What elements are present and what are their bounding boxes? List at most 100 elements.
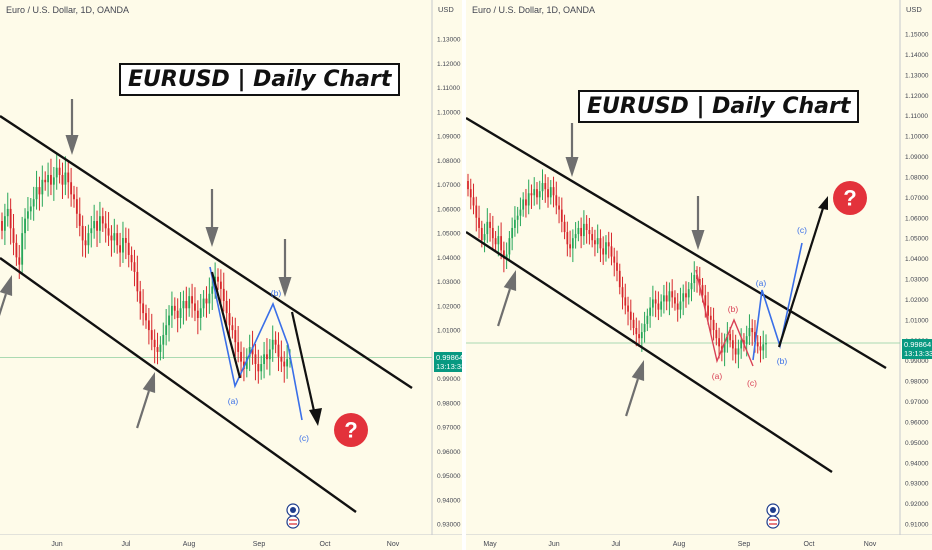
right-candle-body bbox=[632, 319, 635, 328]
right-chart-panel[interactable]: USD 1.15000 1.14000 1.13000 1.12000 1.11000 1.… bbox=[466, 0, 932, 550]
left-candle-body bbox=[113, 233, 116, 241]
right-candle-body bbox=[566, 232, 569, 245]
left-candle-body bbox=[225, 301, 228, 314]
right-candle-body bbox=[745, 336, 748, 345]
right-candle-body bbox=[538, 191, 541, 198]
left-chart-title: EURUSD | Daily Chart bbox=[119, 63, 401, 96]
right-candle-body bbox=[765, 343, 767, 345]
right-marker-arrow-shaft bbox=[625, 378, 639, 417]
left-candle-body bbox=[110, 235, 113, 241]
right-chart-canvas[interactable]: USD 1.15000 1.14000 1.13000 1.12000 1.11000 1.… bbox=[466, 0, 932, 550]
right-candle-body bbox=[547, 189, 549, 198]
left-candle-body bbox=[70, 182, 73, 195]
left-candle-body bbox=[47, 174, 50, 183]
right-candle-body bbox=[715, 330, 718, 339]
right-candle-body bbox=[497, 236, 500, 245]
right-candle-body bbox=[472, 197, 475, 206]
right-marker-arrow-head bbox=[503, 270, 517, 292]
left-candle-body bbox=[237, 342, 240, 352]
right-candle-body bbox=[574, 234, 577, 239]
left-y-tick-label: 1.05000 bbox=[437, 231, 461, 238]
left-impulse-line bbox=[210, 271, 242, 379]
left-x-tick-label: Oct bbox=[320, 541, 331, 548]
right-candle-body bbox=[732, 340, 734, 349]
left-candle-body bbox=[277, 344, 280, 357]
right-candle-body bbox=[522, 199, 525, 210]
right-candle-body bbox=[704, 295, 707, 306]
right-candle-body bbox=[541, 183, 544, 192]
right-current-price-tag: 0.99864 13:13:33 bbox=[902, 339, 932, 359]
right-red-wave bbox=[695, 269, 754, 367]
right-red-label-a: (a) bbox=[712, 371, 723, 381]
right-candle-body bbox=[605, 242, 607, 255]
right-candle-body bbox=[613, 256, 616, 263]
left-candle-body bbox=[26, 211, 29, 219]
right-candle-body bbox=[486, 221, 489, 235]
right-y-tick-label: 1.09000 bbox=[905, 154, 929, 161]
left-candle-body bbox=[274, 339, 277, 345]
right-candle-body bbox=[596, 238, 599, 245]
left-candle-body bbox=[24, 218, 26, 234]
left-candle-body bbox=[182, 301, 185, 309]
left-candle-body bbox=[231, 325, 234, 331]
left-y-tick-label: 1.07000 bbox=[437, 182, 461, 189]
right-candle-body bbox=[511, 227, 514, 239]
right-question-badge-mark: ? bbox=[843, 186, 857, 211]
right-x-tick-label: Jun bbox=[548, 541, 559, 548]
right-candle-body bbox=[616, 262, 618, 271]
left-candle-body bbox=[254, 354, 257, 365]
left-currency-label: USD bbox=[438, 5, 454, 14]
right-blue-wave bbox=[752, 242, 803, 361]
left-question-badge bbox=[334, 413, 368, 447]
left-candle-body bbox=[38, 187, 41, 195]
left-candle-body bbox=[122, 237, 124, 253]
left-candle-body bbox=[165, 325, 168, 335]
right-candle-body bbox=[687, 289, 690, 298]
left-candle-body bbox=[257, 364, 260, 372]
left-chart-panel[interactable]: USD 1.13000 1.12000 1.11000 1.10000 1.09000 1.… bbox=[0, 0, 468, 550]
left-candle-body bbox=[222, 288, 225, 302]
left-candle-body bbox=[245, 356, 248, 369]
left-candle-body bbox=[3, 216, 6, 231]
left-candle-body bbox=[67, 172, 70, 183]
left-flag-logo-stars bbox=[290, 507, 296, 513]
left-y-tick-label: 1.04000 bbox=[437, 255, 461, 262]
left-candle-body bbox=[159, 344, 162, 352]
right-candle-body bbox=[748, 328, 751, 337]
right-candle-body bbox=[679, 301, 682, 310]
right-candle-body bbox=[618, 270, 621, 288]
left-wave-projection bbox=[209, 266, 303, 421]
left-wave-label-c: (c) bbox=[299, 433, 309, 443]
right-candle-body bbox=[552, 187, 555, 196]
left-chart-canvas[interactable]: USD 1.13000 1.12000 1.11000 1.10000 1.09000 1.… bbox=[0, 0, 462, 550]
right-channel-lower-line bbox=[466, 230, 833, 474]
right-time-axis-bg bbox=[466, 535, 932, 550]
right-candle-body bbox=[624, 297, 627, 306]
left-marker-arrow-shaft bbox=[0, 293, 7, 317]
right-y-tick-label: 0.99000 bbox=[905, 358, 929, 365]
right-candle-body bbox=[754, 332, 756, 343]
right-candle-body bbox=[640, 332, 643, 339]
right-y-tick-label: 0.92000 bbox=[905, 501, 929, 508]
left-candle-body bbox=[271, 339, 274, 350]
left-question-badge-mark: ? bbox=[344, 418, 358, 443]
left-candle-body bbox=[130, 254, 133, 263]
left-candle-body bbox=[116, 233, 119, 246]
right-blue-label-a: (a) bbox=[756, 278, 767, 288]
left-y-tick-label: 1.02000 bbox=[437, 303, 461, 310]
left-candle-body bbox=[78, 213, 81, 226]
left-marker-arrow-head bbox=[278, 277, 292, 297]
right-y-tick-label: 1.11000 bbox=[905, 113, 928, 120]
left-marker-arrow-head bbox=[205, 227, 219, 247]
left-candle-body bbox=[87, 233, 90, 246]
right-candle-body bbox=[643, 323, 646, 333]
left-candle-body bbox=[202, 298, 205, 309]
right-marker-arrow-shaft bbox=[497, 288, 511, 327]
left-candle-body bbox=[263, 354, 266, 365]
right-countdown: 13:13:33 bbox=[904, 349, 932, 358]
right-flag-logo-lower bbox=[766, 515, 780, 529]
left-y-tick-label: 1.01000 bbox=[437, 328, 461, 335]
right-red-label-b: (b) bbox=[728, 304, 739, 314]
right-candle-body bbox=[657, 303, 660, 310]
right-blue-label-c: (c) bbox=[797, 225, 807, 235]
